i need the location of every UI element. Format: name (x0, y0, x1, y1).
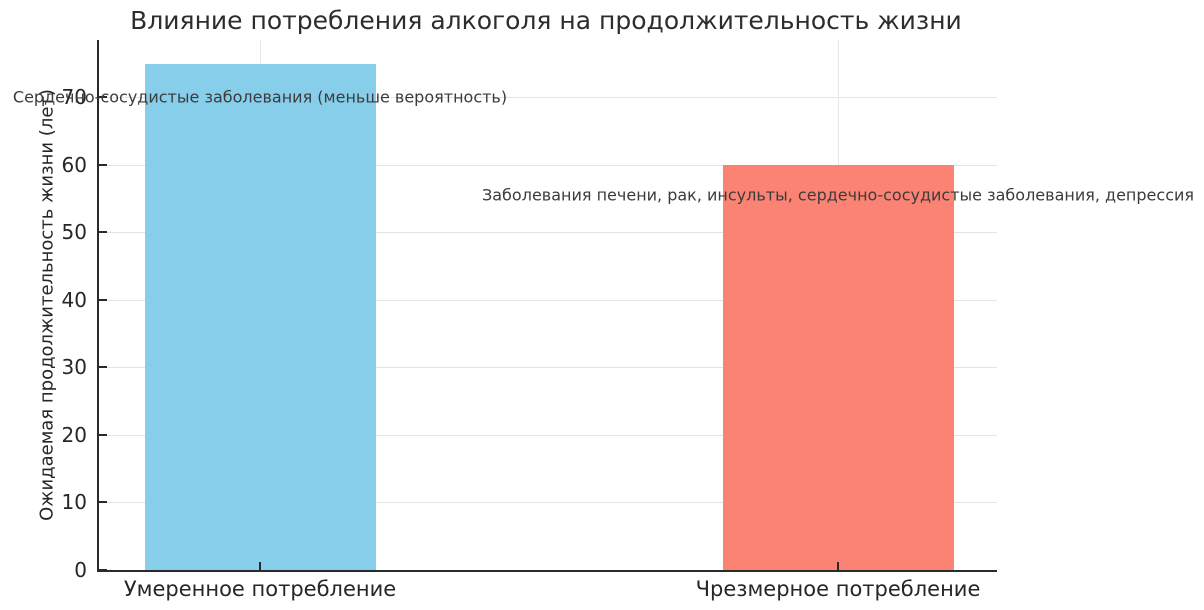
y-tick-mark (99, 163, 107, 166)
y-tick-label: 20 (61, 422, 87, 447)
y-tick-mark (99, 501, 107, 504)
y-gridline (99, 97, 997, 99)
y-gridline (99, 164, 997, 166)
bar-moderate (144, 64, 376, 570)
y-tick-mark (99, 433, 107, 436)
y-gridline (99, 434, 997, 436)
bar-annotation: Сердечно-сосудистые заболевания (меньше … (12, 87, 508, 107)
plot-area: 0 10 20 30 40 50 60 70 Умеренное потребление Чрез… (13, 40, 1194, 601)
x-tick-label: Чрезмерное потребление (695, 577, 981, 601)
y-tick-mark (99, 231, 107, 234)
x-tick-mark (837, 562, 839, 570)
y-tick-label: 40 (61, 287, 87, 312)
bar-excessive (722, 165, 954, 570)
bar-annotation: Заболевания печени, рак, инсульты, серде… (481, 185, 1195, 205)
x-tick-label: Умеренное потребление (123, 577, 397, 601)
y-tick-label: 10 (61, 490, 87, 515)
y-tick-mark (99, 298, 107, 301)
y-tick-label: 60 (61, 152, 87, 177)
y-gridline (99, 232, 997, 234)
y-tick-label: 50 (61, 220, 87, 245)
x-tick-mark (259, 562, 261, 570)
chart-title: Влияние потребления алкоголя на продолжи… (130, 6, 962, 35)
y-tick-label: 0 (74, 558, 87, 582)
y-gridline (99, 502, 997, 504)
y-gridline (99, 367, 997, 369)
y-axis-label: Ожидаемая продолжительность жизни (лет) (36, 89, 58, 521)
y-tick-label: 30 (61, 355, 87, 380)
y-tick-label: 70 (61, 85, 87, 110)
y-gridline (99, 299, 997, 301)
y-tick-mark (99, 96, 107, 99)
y-tick-mark (99, 366, 107, 369)
y-tick-mark (99, 569, 107, 571)
